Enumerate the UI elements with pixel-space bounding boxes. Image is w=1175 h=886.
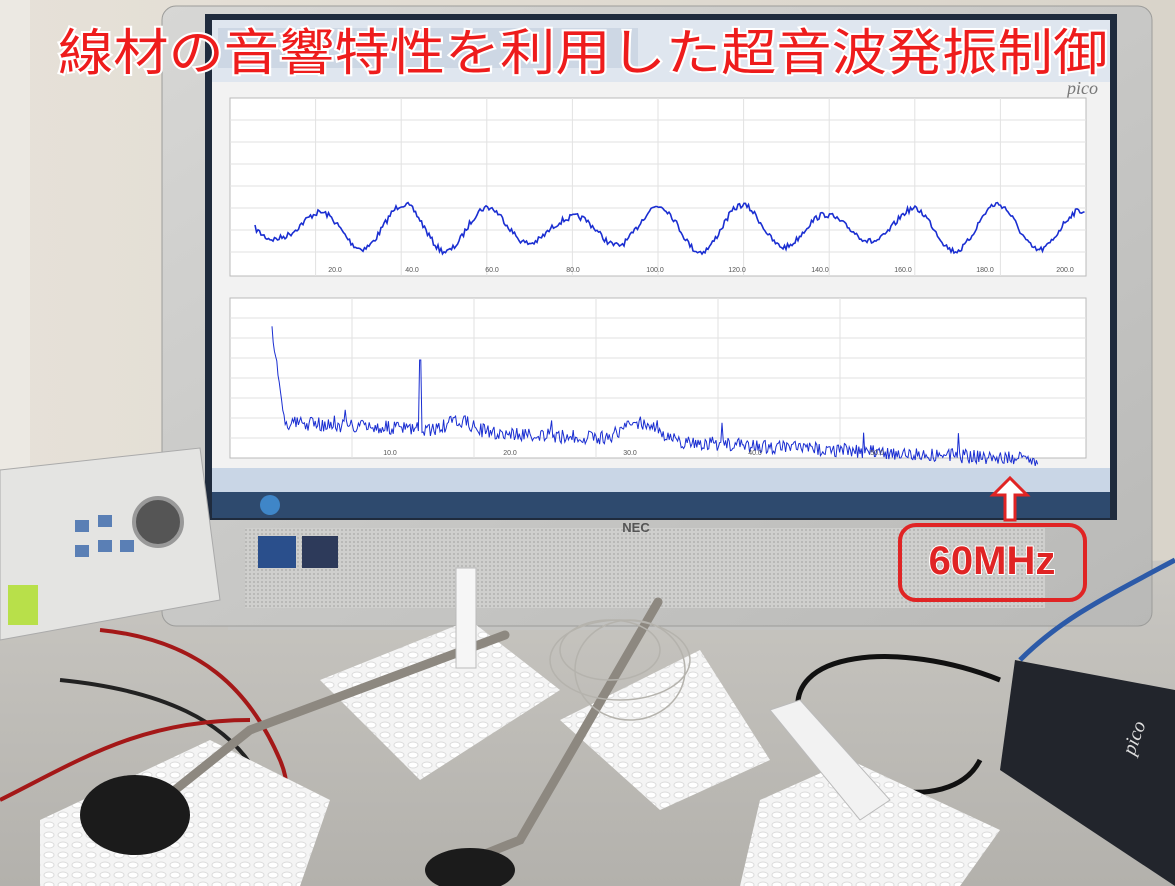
lcd: [8, 585, 38, 625]
taskbar: [212, 468, 1110, 492]
cable: [0, 718, 251, 802]
clip: [455, 567, 477, 669]
annotation: 60MHz: [929, 539, 1056, 583]
scope-waveform: [254, 201, 1085, 256]
foam-pad: [320, 620, 560, 780]
x-tick-label: 200.0: [1056, 267, 1074, 274]
buttons: [75, 515, 134, 557]
sticker: [302, 536, 338, 568]
title: 線材の音響特性を利用した超音波発振制御: [58, 24, 1108, 82]
pico-device: [1000, 660, 1175, 886]
cable: [1018, 557, 1175, 662]
x-tick-label: 30.0: [623, 450, 637, 457]
rod-grip: [425, 848, 515, 886]
spectrum-grid: [230, 298, 1086, 458]
x-tick-label: 40.0: [748, 450, 762, 457]
x-tick-label: 20.0: [328, 267, 342, 274]
x-tick-label: 60.0: [485, 267, 499, 274]
x-tick-label: 140.0: [811, 267, 829, 274]
x-tick-label: 160.0: [894, 267, 912, 274]
clip: [769, 699, 891, 821]
wire-coil: [549, 619, 691, 721]
toolbar-buttons: [218, 28, 638, 68]
x-tick-label: 180.0: [976, 267, 994, 274]
annotation-box: [898, 523, 1087, 602]
x-tick-label: 50.0: [870, 450, 884, 457]
speaker-grille: [245, 528, 1045, 608]
screen-logo: pico: [1065, 78, 1098, 98]
spectrum-trace: [271, 326, 1039, 467]
start-button: [260, 495, 280, 515]
scope-grid: [230, 98, 1086, 276]
foam-pad: [740, 760, 1000, 886]
knob: [132, 496, 184, 548]
x-tick-label: 80.0: [566, 267, 580, 274]
x-tick-label: 20.0: [503, 450, 517, 457]
x-tick-label: 100.0: [646, 267, 664, 274]
monitor-brand: NEC: [622, 520, 650, 535]
windows-taskbar: [212, 492, 1110, 518]
x-tick-label: 10.0: [383, 450, 397, 457]
sticker: [258, 536, 296, 568]
rod: [145, 630, 510, 815]
arrow: [989, 475, 1031, 522]
x-tick-label: 120.0: [728, 267, 746, 274]
x-tick-label: 40.0: [405, 267, 419, 274]
rod-grip: [80, 775, 190, 855]
foam-pad: [560, 650, 770, 810]
